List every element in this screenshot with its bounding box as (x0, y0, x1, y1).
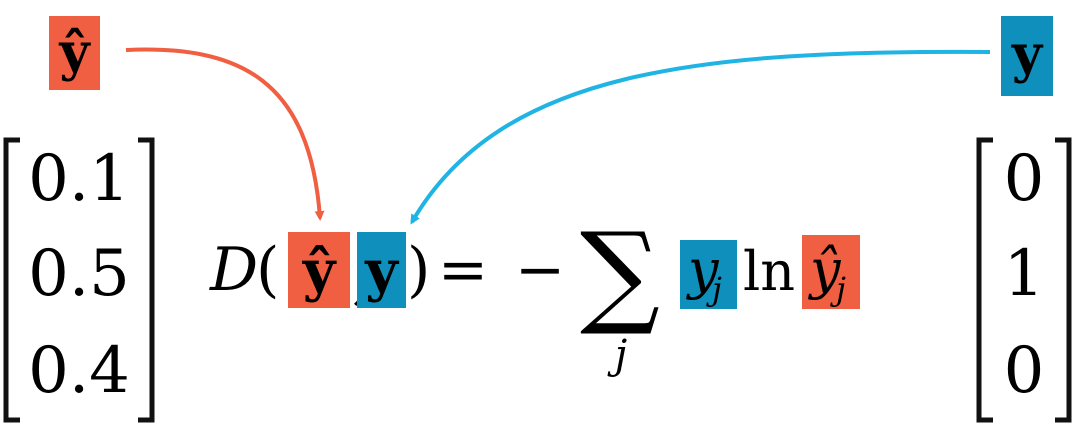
true-vector-left-bracket (976, 137, 993, 423)
formula-arg-pred-box (288, 232, 350, 308)
true-vector-right-bracket (1055, 137, 1072, 423)
formula-ln: ln (743, 240, 795, 303)
true-vector-value-1: 0 (1004, 142, 1045, 216)
true-vector: 0 1 0 (976, 137, 1072, 423)
true-label: y (1001, 16, 1053, 96)
pred-label-box (49, 16, 100, 90)
formula-arg-true: y (364, 238, 399, 304)
pred-label: ŷ (49, 16, 100, 90)
true-vector-value-2: 1 (1004, 237, 1045, 311)
true-label-box (1001, 16, 1053, 96)
arrow-true-to-formula (410, 49, 991, 225)
true-label-text: y (1011, 24, 1044, 85)
arrow-pred-to-formula (125, 47, 325, 221)
formula-minus: − (515, 235, 565, 305)
formula-term-y: y (686, 238, 720, 301)
formula-term-yhat: ŷ (808, 238, 842, 301)
formula-arg-true-box (357, 232, 406, 308)
true-vector-value-3: 0 (1004, 334, 1045, 408)
pred-vector: 0.1 0.5 0.4 (3, 137, 155, 423)
formula-open-paren: ( (256, 235, 279, 305)
formula-func: D (209, 235, 258, 305)
formula-close-paren: ) (407, 235, 430, 305)
formula-arg-pred: ŷ (302, 238, 337, 304)
pred-vector-right-bracket (138, 137, 155, 423)
formula-sum: ∑ (580, 209, 660, 339)
pred-vector-value-3: 0.4 (28, 334, 130, 408)
pred-vector-value-1: 0.1 (28, 142, 130, 216)
pred-label-text: ŷ (58, 22, 91, 83)
formula-term-y-box (680, 240, 737, 309)
formula-equals: = (438, 235, 488, 305)
pred-vector-value-2: 0.5 (28, 237, 130, 311)
formula: D ( ŷ , y ) = − ∑ j y j ln ŷ j (209, 209, 860, 378)
pred-vector-left-bracket (3, 137, 20, 423)
formula-term-yhat-box (802, 235, 860, 309)
